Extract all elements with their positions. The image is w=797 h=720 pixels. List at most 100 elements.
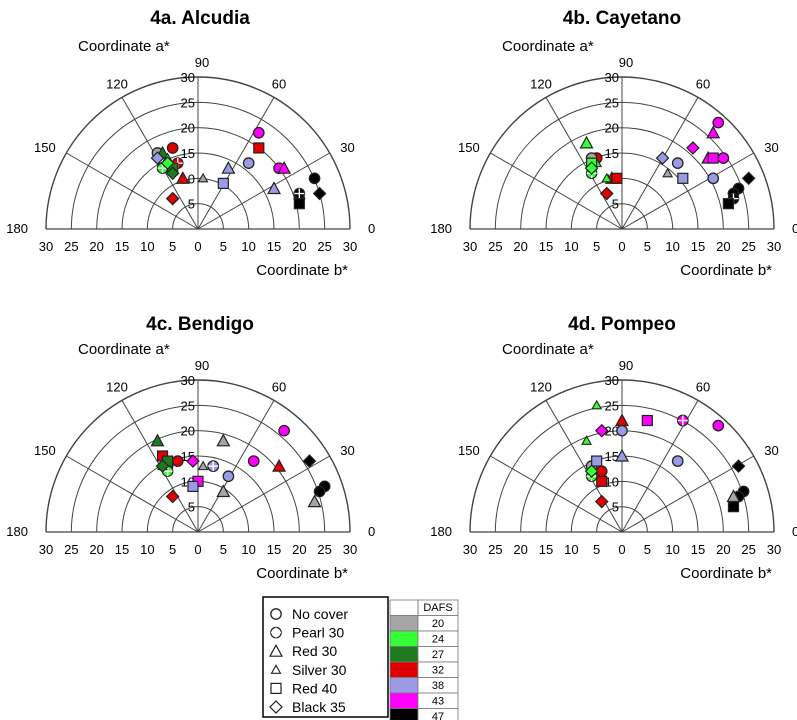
data-point bbox=[266, 181, 282, 195]
vertical-tick-label: 25 bbox=[605, 398, 619, 413]
legend-cover-label: Pearl 30 bbox=[292, 625, 344, 641]
data-point bbox=[611, 172, 623, 184]
y-axis-label: Coordinate a* bbox=[78, 341, 170, 358]
radial-tick-label: 0 bbox=[618, 239, 625, 254]
legend-marker bbox=[270, 626, 282, 639]
angle-tick-label: 120 bbox=[106, 380, 128, 395]
radial-tick-label: 15 bbox=[691, 542, 705, 557]
radial-tick-label: 30 bbox=[767, 239, 781, 254]
data-points bbox=[150, 126, 327, 210]
dafs-value-label: 27 bbox=[432, 649, 444, 661]
data-point bbox=[150, 151, 165, 165]
radial-tick-label: 25 bbox=[64, 239, 78, 254]
data-point bbox=[308, 172, 321, 185]
data-point bbox=[302, 454, 317, 468]
polar-panel: 4b. Cayetano 180 150 120 90 60 30 0 30 25 20 15 10 5 0… bbox=[430, 8, 797, 279]
radial-tick-label: 30 bbox=[463, 239, 477, 254]
radial-tick-label: 15 bbox=[691, 239, 705, 254]
angle-tick-label: 30 bbox=[764, 140, 778, 155]
radial-tick-label: 10 bbox=[564, 239, 578, 254]
radial-tick-label: 10 bbox=[140, 239, 154, 254]
vertical-tick-label: 5 bbox=[188, 197, 195, 212]
radial-tick-label: 15 bbox=[539, 239, 553, 254]
data-point bbox=[584, 161, 599, 176]
dafs-value-label: 32 bbox=[432, 665, 444, 677]
data-point bbox=[187, 480, 199, 492]
data-point bbox=[175, 171, 190, 184]
dafs-value-label: 47 bbox=[432, 711, 444, 720]
angle-tick-label: 120 bbox=[530, 380, 552, 395]
grid-spoke bbox=[490, 152, 623, 230]
radial-tick-label: 10 bbox=[564, 542, 578, 557]
polar-panel: 4a. Alcudia 180 150 120 90 60 30 0 30 25 20 15 10 5 0 5… bbox=[6, 8, 375, 279]
data-point bbox=[594, 494, 609, 509]
data-point bbox=[278, 424, 290, 437]
angle-tick-label: 90 bbox=[195, 55, 209, 70]
radial-tick-label: 20 bbox=[716, 239, 730, 254]
vertical-tick-label: 10 bbox=[605, 474, 619, 489]
data-point bbox=[242, 157, 255, 169]
panel-title: 4b. Cayetano bbox=[563, 8, 681, 29]
grid-spoke bbox=[197, 455, 330, 533]
legend-cover-label: Red 40 bbox=[292, 680, 337, 696]
data-point bbox=[216, 433, 231, 447]
data-point bbox=[247, 455, 260, 467]
data-point bbox=[706, 125, 721, 139]
grid-spoke bbox=[545, 97, 623, 230]
angle-tick-label: 180 bbox=[6, 221, 28, 236]
radial-tick-label: 0 bbox=[618, 542, 625, 557]
x-axis-label: Coordinate b* bbox=[256, 565, 348, 582]
radial-tick-label: 15 bbox=[267, 542, 281, 557]
angle-tick-label: 30 bbox=[340, 140, 354, 155]
radial-tick-label: 30 bbox=[343, 239, 357, 254]
radial-tick-label: 10 bbox=[241, 239, 255, 254]
data-point bbox=[712, 419, 725, 432]
panel-title: 4c. Bendigo bbox=[146, 314, 254, 335]
angle-tick-label: 0 bbox=[792, 524, 797, 539]
radial-tick-label: 20 bbox=[716, 542, 730, 557]
data-point bbox=[599, 186, 614, 201]
radial-tick-label: 10 bbox=[140, 542, 154, 557]
legend-marker bbox=[269, 700, 283, 714]
data-point bbox=[641, 414, 653, 427]
vertical-tick-label: 20 bbox=[605, 121, 619, 136]
radial-tick-label: 25 bbox=[317, 239, 331, 254]
angle-tick-label: 180 bbox=[6, 524, 28, 539]
vertical-tick-label: 5 bbox=[612, 197, 619, 212]
data-point bbox=[222, 470, 235, 483]
dafs-color-swatch bbox=[389, 615, 419, 632]
data-point bbox=[160, 156, 175, 170]
angle-tick-label: 180 bbox=[430, 221, 452, 236]
vertical-tick-label: 20 bbox=[181, 121, 195, 136]
data-point bbox=[272, 458, 287, 472]
radial-tick-label: 10 bbox=[665, 239, 679, 254]
data-point bbox=[601, 172, 613, 183]
radial-tick-label: 0 bbox=[194, 239, 201, 254]
data-point bbox=[707, 152, 719, 164]
vertical-tick-label: 30 bbox=[181, 373, 195, 388]
angle-tick-label: 0 bbox=[368, 221, 375, 236]
radial-tick-label: 10 bbox=[241, 542, 255, 557]
radial-tick-label: 30 bbox=[39, 239, 53, 254]
angle-tick-label: 120 bbox=[106, 77, 128, 92]
dafs-header: DAFS bbox=[423, 602, 452, 614]
angle-tick-label: 90 bbox=[195, 358, 209, 373]
data-point bbox=[150, 433, 165, 447]
data-point bbox=[186, 454, 200, 468]
vertical-tick-label: 25 bbox=[605, 95, 619, 110]
radial-tick-label: 30 bbox=[463, 542, 477, 557]
vertical-tick-label: 15 bbox=[605, 146, 619, 161]
data-point bbox=[591, 455, 603, 467]
data-point bbox=[171, 455, 184, 467]
data-point bbox=[197, 172, 209, 183]
data-point bbox=[277, 160, 292, 174]
dafs-value-label: 20 bbox=[432, 618, 444, 630]
data-point bbox=[676, 414, 689, 427]
data-point bbox=[614, 413, 630, 427]
data-point bbox=[197, 460, 209, 471]
radial-tick-label: 5 bbox=[644, 239, 651, 254]
data-point bbox=[252, 126, 265, 139]
data-point bbox=[591, 399, 603, 410]
data-points bbox=[150, 424, 331, 508]
data-point bbox=[166, 142, 179, 154]
